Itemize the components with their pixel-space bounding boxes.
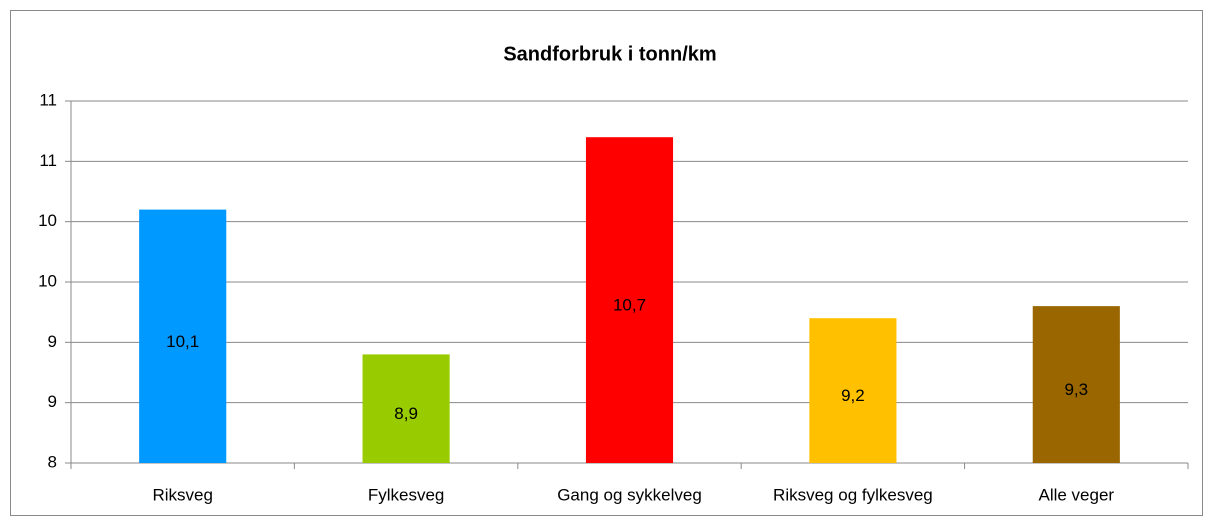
bar — [1032, 306, 1120, 463]
x-tick-label: Riksveg — [152, 485, 212, 504]
bar — [139, 209, 227, 463]
y-tick-label: 9 — [48, 332, 57, 351]
x-tick-label: Alle veger — [1038, 485, 1114, 504]
data-label: 10,1 — [166, 332, 199, 351]
chart-title: Sandforbruk i tonn/km — [503, 43, 716, 65]
x-tick-label: Gang og sykkelveg — [557, 485, 702, 504]
x-tick-label: Riksveg og fylkesveg — [773, 485, 933, 504]
y-tick-label: 11 — [39, 90, 57, 109]
y-tick-label: 9 — [48, 392, 57, 411]
data-label: 8,9 — [394, 404, 418, 423]
data-label: 9,3 — [1064, 380, 1088, 399]
y-tick-label: 10 — [38, 271, 57, 290]
data-label: 10,7 — [613, 296, 646, 315]
y-tick-label: 11 — [39, 151, 57, 170]
bar — [362, 354, 450, 463]
bar — [585, 137, 674, 463]
bar — [809, 318, 897, 463]
y-tick-label: 10 — [38, 211, 57, 230]
x-tick-label: Fylkesveg — [368, 485, 445, 504]
y-tick-label: 8 — [48, 452, 57, 471]
data-label: 9,2 — [841, 386, 865, 405]
